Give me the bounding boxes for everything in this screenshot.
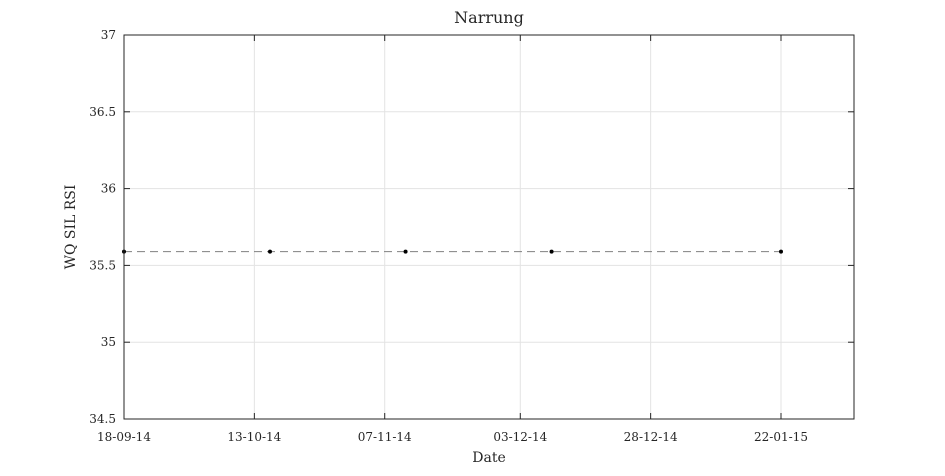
data-point	[779, 249, 783, 254]
data-point	[268, 249, 272, 254]
data-point	[403, 249, 408, 254]
x-axis-label: Date	[472, 450, 505, 466]
x-tick-label: 13-10-14	[227, 430, 281, 444]
y-tick-label: 35.5	[89, 258, 116, 272]
y-axis-label: WQ SIL RSI	[63, 185, 79, 270]
x-tick-label: 03-12-14	[493, 430, 547, 444]
y-tick-label: 36.5	[89, 105, 116, 119]
x-tick-label: 22-01-15	[754, 430, 808, 444]
y-tick-label: 35	[101, 335, 116, 349]
data-point	[549, 249, 554, 254]
chart-title: Narrung	[454, 8, 524, 27]
y-tick-label: 36	[101, 182, 116, 196]
y-tick-label: 34.5	[89, 412, 116, 426]
tick-layer: 18-09-14 13-10-14 07-11-14 03-12-14 28-12-14…	[89, 28, 854, 444]
plot-frame	[123, 34, 855, 420]
x-tick-label: 07-11-14	[358, 430, 412, 444]
y-tick-label: 37	[101, 28, 116, 42]
x-tick-label: 18-09-14	[97, 430, 151, 444]
x-tick-label: 28-12-14	[624, 430, 678, 444]
